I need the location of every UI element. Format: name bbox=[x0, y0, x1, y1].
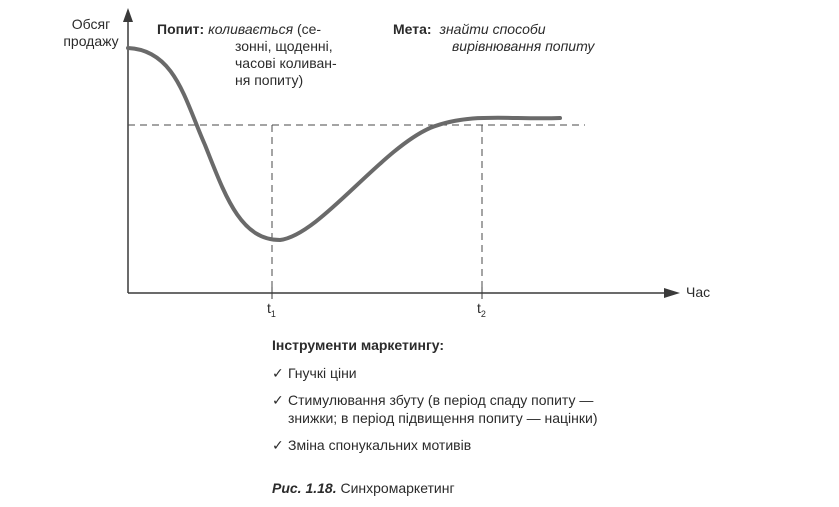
figure-title: Синхромаркетинг bbox=[340, 480, 455, 496]
demand-curve bbox=[126, 46, 562, 243]
x-axis-arrow bbox=[664, 288, 680, 298]
tool-item-1-text: Гнучкі ціни bbox=[288, 365, 357, 381]
demand-label: Попит: bbox=[157, 21, 205, 37]
t2-label-sub: 2 bbox=[480, 308, 486, 319]
t2-label: t2 bbox=[477, 300, 486, 319]
check-icon: ✓ bbox=[272, 392, 284, 408]
check-icon: ✓ bbox=[272, 437, 284, 453]
t1-label-sub: 1 bbox=[270, 308, 276, 319]
tool-item-3-text: Зміна спонукальних мотивів bbox=[288, 437, 472, 453]
demand-annotation: Попит: коливається (се- зонні, щоденні, … bbox=[157, 21, 337, 89]
demand-line2: зонні, щоденні, bbox=[235, 38, 333, 54]
t2-label-main: t bbox=[477, 300, 481, 316]
goal-text1: знайти способи bbox=[439, 21, 546, 37]
y-axis-label-line2: продажу bbox=[63, 33, 119, 49]
tools-heading: Інструменти маркетингу: bbox=[272, 337, 445, 353]
y-axis-label: Обсяг продажу bbox=[52, 16, 130, 50]
demand-line4: ня попиту) bbox=[235, 72, 304, 88]
tool-item-2-line1: Стимулювання збуту (в період спаду попит… bbox=[288, 392, 594, 408]
check-icon: ✓ bbox=[272, 365, 284, 381]
goal-text2: вирівнювання попиту bbox=[452, 38, 595, 54]
demand-line1-rest: (се- bbox=[296, 21, 322, 37]
goal-label: Мета: bbox=[393, 21, 432, 37]
tool-item-2: ✓ Стимулювання збуту (в період спаду поп… bbox=[272, 391, 598, 427]
y-axis-label-line1: Обсяг bbox=[71, 16, 111, 32]
x-axis-label: Час bbox=[686, 284, 711, 300]
t1-label: t1 bbox=[267, 300, 276, 319]
demand-line3: часові коливан- bbox=[235, 55, 337, 71]
demand-italic: коливається bbox=[208, 21, 294, 37]
figure-number: Рис. 1.18. bbox=[272, 480, 337, 496]
y-axis-arrow bbox=[123, 8, 133, 22]
goal-line2: вирівнювання попиту bbox=[393, 38, 594, 55]
tool-item-3: ✓ Зміна спонукальних мотивів bbox=[272, 436, 471, 454]
goal-line1: Мета: знайти способи bbox=[393, 21, 594, 38]
tool-item-1: ✓ Гнучкі ціни bbox=[272, 364, 357, 382]
t1-label-main: t bbox=[267, 300, 271, 316]
goal-annotation: Мета: знайти способи вирівнювання попиту bbox=[393, 21, 594, 55]
tool-item-2-line2: знижки; в період підвищення попиту — нац… bbox=[288, 410, 598, 426]
demand-line1: Попит: коливається (се- bbox=[157, 21, 337, 38]
tool-item-2-text: Стимулювання збуту (в період спаду попит… bbox=[288, 391, 598, 427]
figure-caption: Рис. 1.18. Синхромаркетинг bbox=[272, 480, 455, 496]
